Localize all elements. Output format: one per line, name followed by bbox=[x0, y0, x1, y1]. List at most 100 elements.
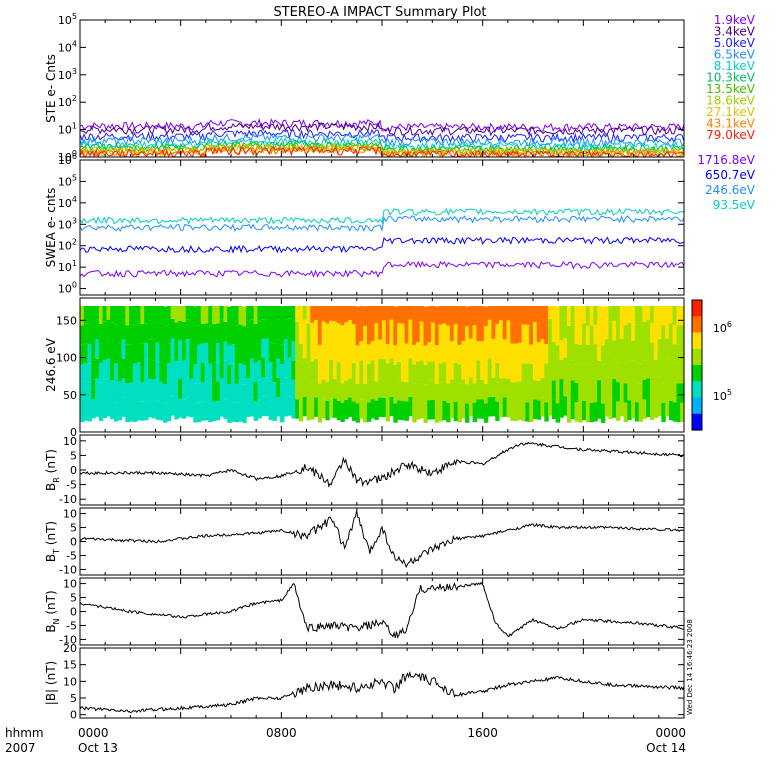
colorbar-swatch bbox=[692, 365, 702, 382]
heatmap-cell bbox=[676, 383, 681, 403]
heatmap-cell bbox=[495, 324, 500, 344]
heatmap-cell bbox=[544, 402, 549, 422]
heatmap-cell bbox=[559, 359, 564, 380]
panel-y-label: BR (nT) bbox=[44, 449, 61, 491]
heatmap-cell bbox=[612, 359, 617, 379]
heatmap-cell bbox=[287, 396, 293, 416]
heatmap-column bbox=[506, 306, 511, 418]
heatmap-cell bbox=[525, 402, 530, 422]
heatmap-cell bbox=[242, 345, 247, 365]
heatmap-cell bbox=[83, 362, 89, 382]
heatmap-column bbox=[257, 306, 262, 419]
heatmap-column bbox=[431, 306, 436, 420]
heatmap-cell bbox=[348, 320, 353, 340]
heatmap-cell bbox=[468, 306, 474, 320]
heatmap-column bbox=[80, 306, 85, 423]
legend-entry: 1716.8eV bbox=[697, 153, 755, 167]
heatmap-cell bbox=[529, 402, 534, 422]
heatmap-column bbox=[181, 306, 187, 419]
heatmap-cell bbox=[570, 322, 576, 342]
heatmap-cell bbox=[612, 379, 617, 399]
heatmap-column bbox=[385, 306, 391, 422]
heatmap-cell bbox=[336, 381, 342, 401]
heatmap-column bbox=[98, 306, 104, 421]
heatmap-cell bbox=[189, 359, 194, 379]
heatmap-cell bbox=[325, 323, 330, 343]
legend-entry: 1.9keV bbox=[714, 13, 756, 27]
heatmap-cell bbox=[321, 306, 326, 322]
heatmap-cell bbox=[483, 306, 489, 326]
heatmap-cell bbox=[83, 343, 89, 363]
heatmap-cell bbox=[423, 306, 428, 327]
heatmap-cell bbox=[499, 397, 504, 417]
heatmap-cell bbox=[344, 380, 349, 400]
heatmap-cell bbox=[548, 306, 553, 319]
heatmap-cell bbox=[231, 306, 236, 325]
heatmap-cell bbox=[329, 340, 334, 360]
heatmap-cell bbox=[91, 321, 96, 341]
heatmap-cell bbox=[155, 323, 160, 343]
heatmap-cell bbox=[555, 403, 561, 423]
heatmap-cell bbox=[472, 383, 477, 403]
heatmap-column bbox=[287, 306, 293, 416]
heatmap-column bbox=[465, 306, 470, 423]
heatmap-cell bbox=[325, 342, 330, 363]
heatmap-cell bbox=[264, 377, 270, 397]
heatmap-cell bbox=[578, 325, 583, 345]
heatmap-cell bbox=[253, 382, 259, 402]
heatmap-cell bbox=[212, 401, 217, 421]
heatmap-cell bbox=[215, 362, 221, 382]
heatmap-cell bbox=[434, 364, 440, 384]
heatmap-cell bbox=[506, 398, 511, 418]
heatmap-cell bbox=[634, 363, 640, 383]
heatmap-cell bbox=[257, 379, 262, 400]
heatmap-cell bbox=[378, 358, 383, 379]
heatmap-cell bbox=[397, 323, 402, 343]
heatmap-cell bbox=[163, 345, 168, 365]
heatmap-cell bbox=[495, 382, 500, 402]
heatmap-cell bbox=[408, 319, 413, 339]
heatmap-cell bbox=[593, 382, 598, 403]
heatmap-cell bbox=[646, 358, 651, 379]
heatmap-cell bbox=[382, 339, 387, 360]
y-tick-label: -5 bbox=[66, 549, 77, 562]
heatmap-cell bbox=[578, 403, 583, 423]
heatmap-column bbox=[87, 306, 92, 422]
heatmap-cell bbox=[582, 381, 587, 401]
heatmap-cell bbox=[314, 339, 319, 359]
heatmap-cell bbox=[310, 361, 315, 381]
heatmap-cell bbox=[272, 401, 277, 421]
y-tick-label: 102 bbox=[58, 238, 77, 253]
heatmap-cell bbox=[427, 400, 432, 420]
heatmap-cell bbox=[502, 358, 508, 379]
series-line bbox=[79, 208, 685, 226]
heatmap-cell bbox=[514, 362, 519, 383]
heatmap-cell bbox=[200, 306, 206, 324]
heatmap-cell bbox=[268, 323, 274, 343]
heatmap-cell bbox=[106, 306, 111, 320]
heatmap-cell bbox=[597, 306, 602, 322]
heatmap-cell bbox=[400, 342, 406, 363]
heatmap-cell bbox=[514, 324, 519, 344]
heatmap-column bbox=[144, 306, 149, 421]
heatmap-cell bbox=[302, 319, 308, 339]
panel-y-label: BT (nT) bbox=[44, 521, 61, 562]
heatmap-cell bbox=[178, 340, 183, 360]
heatmap-cell bbox=[132, 363, 138, 384]
heatmap-cell bbox=[348, 378, 353, 398]
heatmap-cell bbox=[529, 325, 534, 345]
heatmap-cell bbox=[431, 306, 436, 323]
heatmap-cell bbox=[140, 362, 145, 382]
heatmap-cell bbox=[506, 339, 511, 360]
heatmap-cell bbox=[227, 345, 232, 365]
heatmap-cell bbox=[480, 341, 485, 361]
heatmap-cell bbox=[306, 362, 311, 382]
colorbar-swatch bbox=[692, 397, 702, 415]
heatmap-cell bbox=[551, 322, 557, 342]
heatmap-cell bbox=[487, 397, 493, 417]
heatmap-cell bbox=[453, 382, 459, 402]
heatmap-cell bbox=[181, 321, 187, 342]
heatmap-cell bbox=[151, 321, 157, 341]
